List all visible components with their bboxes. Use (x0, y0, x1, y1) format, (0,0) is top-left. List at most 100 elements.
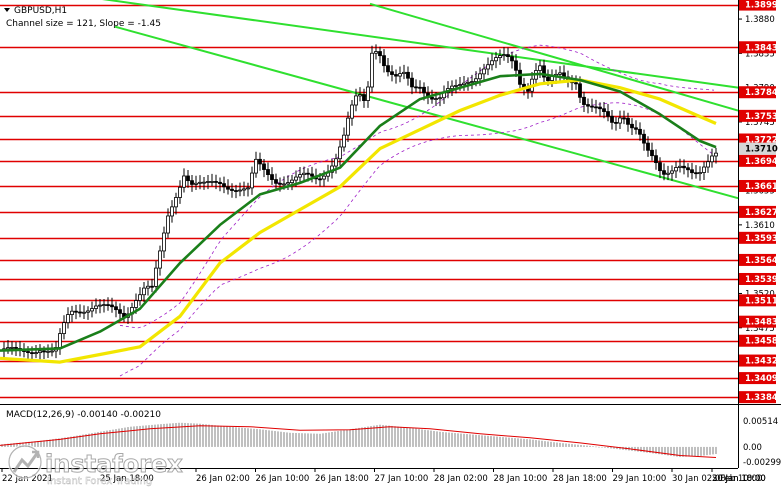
price-axis-label: 1.3835 (745, 49, 775, 59)
macd-histogram-bar (154, 424, 156, 447)
candle-body (678, 165, 682, 168)
level-price-tag (739, 354, 776, 367)
macd-histogram-bar (460, 433, 462, 447)
macd-histogram-bar (511, 437, 513, 447)
macd-histogram-bar (436, 431, 438, 447)
candle-body (538, 65, 542, 71)
macd-histogram-bar (517, 438, 519, 447)
macd-histogram-bar (667, 446, 669, 456)
candle-body (298, 174, 302, 178)
candle-body (74, 310, 78, 313)
macd-histogram-bar (325, 432, 327, 447)
macd-histogram-bar (604, 446, 606, 448)
current-price-tag (739, 142, 776, 155)
macd-histogram-bar (421, 429, 423, 447)
candle-body (634, 127, 638, 130)
macd-histogram-bar (463, 433, 465, 447)
bollinger-bands (119, 44, 715, 377)
candle-body (390, 71, 394, 75)
macd-histogram-bar (610, 446, 612, 449)
time-axis-label: 28 Jan 10:00 (494, 474, 548, 484)
macd-histogram-bar (601, 446, 603, 448)
macd-histogram-bar (580, 445, 582, 447)
dropdown-triangle-icon[interactable] (4, 8, 10, 12)
level-price-tag (739, 41, 776, 54)
macd-histogram-bar (301, 433, 303, 447)
macd-histogram-bar (646, 446, 648, 453)
macd-histogram-bar (46, 439, 48, 447)
candle-body (94, 305, 98, 309)
macd-histogram-bar (40, 440, 42, 447)
candle-body (262, 163, 266, 170)
macd-histogram-bar (160, 424, 162, 447)
candle-body (194, 182, 198, 185)
macd-histogram-bar (214, 425, 216, 447)
candle-body (250, 172, 254, 189)
macd-histogram-bar (532, 439, 534, 447)
macd-histogram-bar (94, 432, 96, 447)
time-axis-label: 27 Jan 10:00 (375, 474, 429, 484)
candle-body (214, 181, 218, 183)
candle-body (418, 86, 422, 89)
candle-body (394, 74, 398, 77)
macd-histogram-bar (313, 433, 315, 447)
macd-histogram-bar (523, 438, 525, 447)
macd-histogram-bar (451, 432, 453, 447)
macd-histogram-bar (709, 446, 711, 455)
candle-body (422, 86, 426, 94)
candle-body (438, 97, 442, 100)
macd-histogram-bar (394, 426, 396, 447)
candle-body (30, 352, 34, 354)
candle-body (134, 300, 138, 308)
candle-body (198, 181, 202, 184)
macd-histogram-bar (13, 443, 15, 447)
level-price-tag (739, 272, 776, 285)
macd-histogram-bar (400, 426, 402, 447)
macd-histogram-bar (505, 437, 507, 447)
macd-histogram-bar (145, 425, 147, 447)
time-axis-label: 28 Jan 02:00 (434, 474, 488, 484)
level-price-label: 1.3722 (745, 135, 778, 145)
candle-body (14, 347, 18, 349)
level-price-tag (739, 231, 776, 244)
time-axis-label: 26 Jan 10:00 (256, 474, 310, 484)
macd-histogram-bar (163, 423, 165, 447)
level-price-label: 1.3627 (745, 208, 778, 218)
macd-histogram-bar (367, 426, 369, 447)
macd-histogram-bar (514, 438, 516, 447)
macd-histogram-bar (241, 427, 243, 447)
macd-histogram-bar (700, 446, 702, 456)
price-axis-label: 1.3610 (745, 221, 775, 231)
price-axis-label: 1.3880 (745, 15, 775, 25)
macd-histogram-bar (127, 427, 129, 447)
macd-histogram-bar (139, 425, 141, 447)
macd-histogram-bar (448, 432, 450, 447)
macd-histogram-bar (691, 446, 693, 457)
macd-histogram-bar (391, 425, 393, 447)
macd-histogram-bar (82, 434, 84, 447)
candle-body (462, 82, 466, 85)
macd-histogram-bar (697, 446, 699, 457)
macd-histogram-bar (682, 446, 684, 457)
macd-histogram-bar (205, 424, 207, 447)
macd-histogram-bar (445, 432, 447, 447)
level-price-tag (739, 315, 776, 328)
macd-histogram-bar (229, 426, 231, 447)
macd-histogram-bar (508, 437, 510, 447)
candle-body (706, 161, 710, 168)
level-price-label: 1.3564 (745, 256, 778, 266)
macd-histogram-bar (58, 438, 60, 447)
macd-axis-label: 0.00514 (743, 417, 778, 427)
macd-histogram-bar (703, 446, 705, 456)
candle-body (374, 51, 378, 54)
level-price-tag (739, 86, 776, 99)
candle-body (322, 175, 326, 180)
macd-histogram-bar (19, 442, 21, 447)
macd-histogram-bar (73, 436, 75, 447)
candle-body (58, 333, 62, 348)
macd-histogram-bar (454, 433, 456, 447)
macd-histogram-bar (178, 422, 180, 447)
macd-histogram-bar (118, 428, 120, 447)
candle-body (166, 215, 170, 234)
macd-histogram-bar (121, 428, 123, 447)
